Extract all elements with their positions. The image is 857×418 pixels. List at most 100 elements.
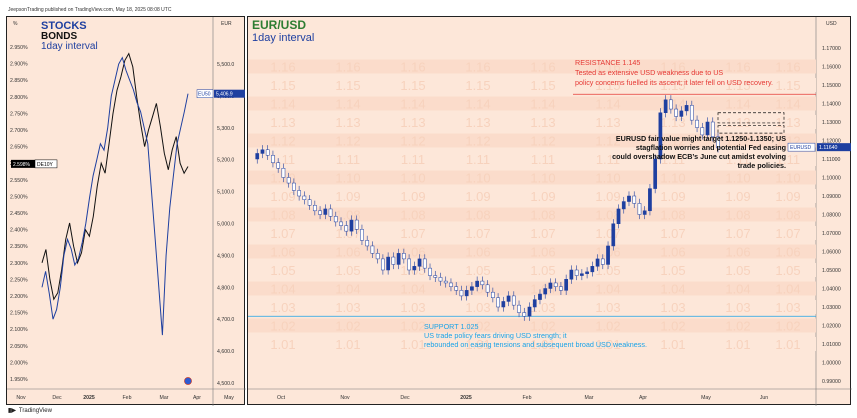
grid-watermark-label: 1.02 (270, 319, 295, 334)
grid-watermark-label: 1.16 (400, 60, 425, 75)
grid-watermark-label: 1.16 (725, 60, 750, 75)
last-label: EURUSD (790, 145, 812, 151)
grid-watermark-label: 1.05 (335, 263, 360, 278)
grid-watermark-label: 1.03 (400, 300, 425, 315)
price-tick-label: 1.08000 (822, 213, 841, 219)
candle-body (438, 277, 443, 282)
left-tick-label: 2.900% (10, 62, 28, 68)
candle-body (627, 195, 631, 202)
grid-watermark-label: 1.13 (530, 115, 555, 130)
grid-watermark-label: 1.06 (775, 245, 800, 260)
last-value: 1.11640 (819, 145, 837, 151)
fair-value-annotation-line3: could overshadow ECB’s June cut amidst e… (612, 152, 786, 161)
resistance-annotation-line2: policy concerns fuelled its ascent; it l… (575, 78, 773, 87)
candle-body (669, 99, 673, 110)
grid-band (248, 152, 816, 166)
x-tick-label: 2025 (83, 395, 95, 401)
grid-watermark-label: 1.07 (530, 226, 555, 241)
candle-body (323, 208, 328, 215)
x-tick-label: Apr (193, 395, 201, 401)
price-tick-label: 1.12000 (822, 139, 841, 145)
grid-watermark-label: 1.14 (725, 97, 750, 112)
grid-watermark-label: 1.04 (335, 282, 360, 297)
grid-watermark-label: 1.07 (660, 226, 685, 241)
candle-body (590, 266, 595, 273)
candle-body (501, 301, 506, 308)
left-tick-label: 2.550% (10, 178, 28, 184)
candle-body (548, 282, 553, 289)
grid-watermark-label: 1.04 (595, 282, 620, 297)
left-tick-label: 2.450% (10, 211, 28, 217)
grid-watermark-label: 1.14 (335, 97, 360, 112)
price-tick-label: 0.99000 (822, 379, 841, 385)
grid-watermark-label: 1.16 (595, 60, 620, 75)
candle-body (449, 282, 453, 287)
price-unit-label: USD (826, 21, 837, 27)
candle-body (600, 258, 605, 265)
grid-watermark-label: 1.02 (595, 319, 620, 334)
candle-body (464, 290, 469, 297)
grid-watermark-label: 1.07 (400, 226, 425, 241)
grid-watermark-label: 1.09 (595, 189, 620, 204)
bonds-title: BONDS (41, 31, 77, 42)
grid-watermark-label: 1.11 (466, 152, 490, 167)
grid-band (248, 207, 816, 222)
candle-body (485, 284, 490, 293)
candle-body (674, 108, 678, 117)
candle-body (333, 216, 338, 223)
candle-body (611, 223, 616, 247)
grid-watermark-label: 1.07 (335, 226, 360, 241)
price-tick-label: 1.10000 (822, 176, 841, 182)
candle-body (375, 253, 380, 260)
grid-watermark-label: 1.08 (660, 208, 685, 223)
grid-watermark-label: 1.16 (530, 60, 555, 75)
candle-body (386, 256, 390, 271)
eu50-value: 5,406.9 (216, 92, 233, 98)
candle-body (658, 112, 663, 160)
price-tick-label: 1.05000 (822, 268, 841, 274)
x-tick-label: May (224, 395, 234, 401)
grid-watermark-label: 1.15 (530, 78, 555, 93)
candle-body (459, 290, 464, 297)
grid-watermark-label: 1.12 (465, 134, 490, 149)
candle-body (585, 271, 589, 274)
grid-watermark-label: 1.13 (335, 115, 360, 130)
grid-watermark-label: 1.08 (530, 208, 555, 223)
candle-body (360, 229, 364, 241)
right-tick-label: 5,100.0 (217, 190, 234, 196)
grid-watermark-label: 1.15 (660, 78, 685, 93)
candle-body (496, 297, 500, 308)
de10y-value-tag (11, 159, 35, 168)
grid-watermark-label: 1.13 (270, 115, 295, 130)
fair-value-annotation-line4: trade policies. (738, 161, 786, 170)
publisher-header: JeepsonTrading published on TradingView.… (6, 6, 851, 15)
price-tick-label: 1.04000 (822, 287, 841, 293)
candle-body (716, 136, 720, 149)
candle-body (538, 293, 542, 300)
grid-band (248, 263, 816, 277)
grid-watermark-label: 1.14 (595, 97, 620, 112)
candle-body (401, 253, 406, 260)
candle-body (292, 182, 296, 191)
grid-watermark-label: 1.08 (400, 208, 425, 223)
grid-watermark-label: 1.03 (465, 300, 490, 315)
grid-watermark-label: 1.12 (270, 134, 295, 149)
grid-band (248, 78, 816, 92)
candle-body (642, 210, 647, 215)
grid-watermark-label: 1.13 (725, 115, 750, 130)
left-tick-label: 2.350% (10, 244, 28, 250)
grid-watermark-label: 1.12 (335, 134, 360, 149)
price-tick-label: 1.09000 (822, 194, 841, 200)
grid-watermark-label: 1.09 (400, 189, 425, 204)
candle-body (381, 258, 385, 271)
x-tick-label: Oct (277, 395, 286, 401)
candle-body (260, 149, 265, 154)
grid-band (248, 170, 816, 185)
x-tick-label: Nov (16, 395, 26, 401)
grid-watermark-label: 1.09 (335, 189, 360, 204)
de10y-label-tag (34, 159, 58, 169)
candle-body (475, 280, 479, 287)
left-tick-label: 2.750% (10, 111, 28, 117)
candle-body (553, 282, 558, 287)
x-tick-label: Dec (400, 395, 410, 401)
